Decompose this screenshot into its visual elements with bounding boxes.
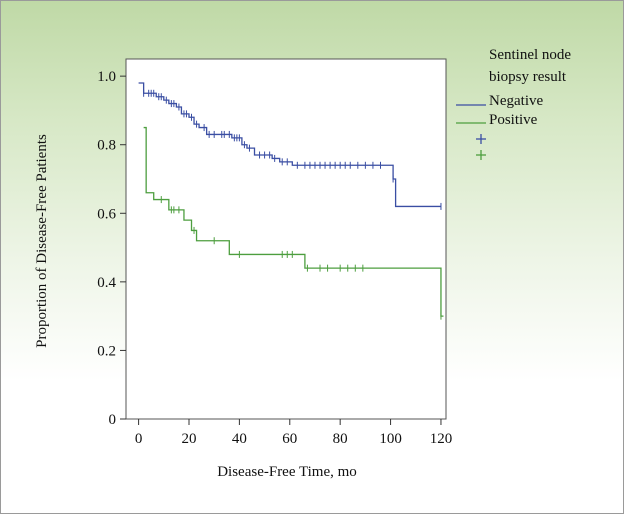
y-axis: 0 0.2 0.4 0.6 0.8 1.0 (97, 69, 126, 428)
series-layer (138, 82, 444, 320)
x-tick-label: 80 (333, 431, 348, 447)
x-tick-label: 40 (232, 431, 247, 447)
legend-title-line2: biopsy result (489, 69, 567, 85)
legend-label-negative: Negative (489, 93, 543, 109)
plot-area (125, 58, 447, 420)
y-tick-label: 0.6 (97, 206, 116, 222)
x-tick-label: 120 (430, 431, 453, 447)
legend-title-line1: Sentinel node (489, 47, 571, 63)
legend-label-positive: Positive (489, 112, 538, 128)
y-axis-title: Proportion of Disease-Free Patients (34, 134, 50, 348)
y-tick-label: 0.2 (97, 343, 116, 359)
series-line-negative (138, 82, 441, 208)
legend-censor-mark-positive (476, 150, 486, 160)
y-tick-label: 0.8 (97, 138, 116, 154)
y-tick-label: 0.4 (97, 275, 116, 291)
y-tick-label: 1.0 (97, 69, 116, 85)
x-tick-label: 20 (181, 431, 196, 447)
x-tick-label: 100 (379, 431, 402, 447)
x-axis: 0 20 40 60 80 100 120 (135, 419, 452, 447)
x-tick-label: 60 (282, 431, 297, 447)
y-tick-label: 0 (109, 412, 117, 428)
x-tick-label: 0 (135, 431, 143, 447)
x-axis-title: Disease-Free Time, mo (217, 464, 357, 480)
legend: Sentinel node biopsy result Negative Pos… (456, 47, 571, 160)
legend-censor-mark-negative (476, 134, 486, 144)
